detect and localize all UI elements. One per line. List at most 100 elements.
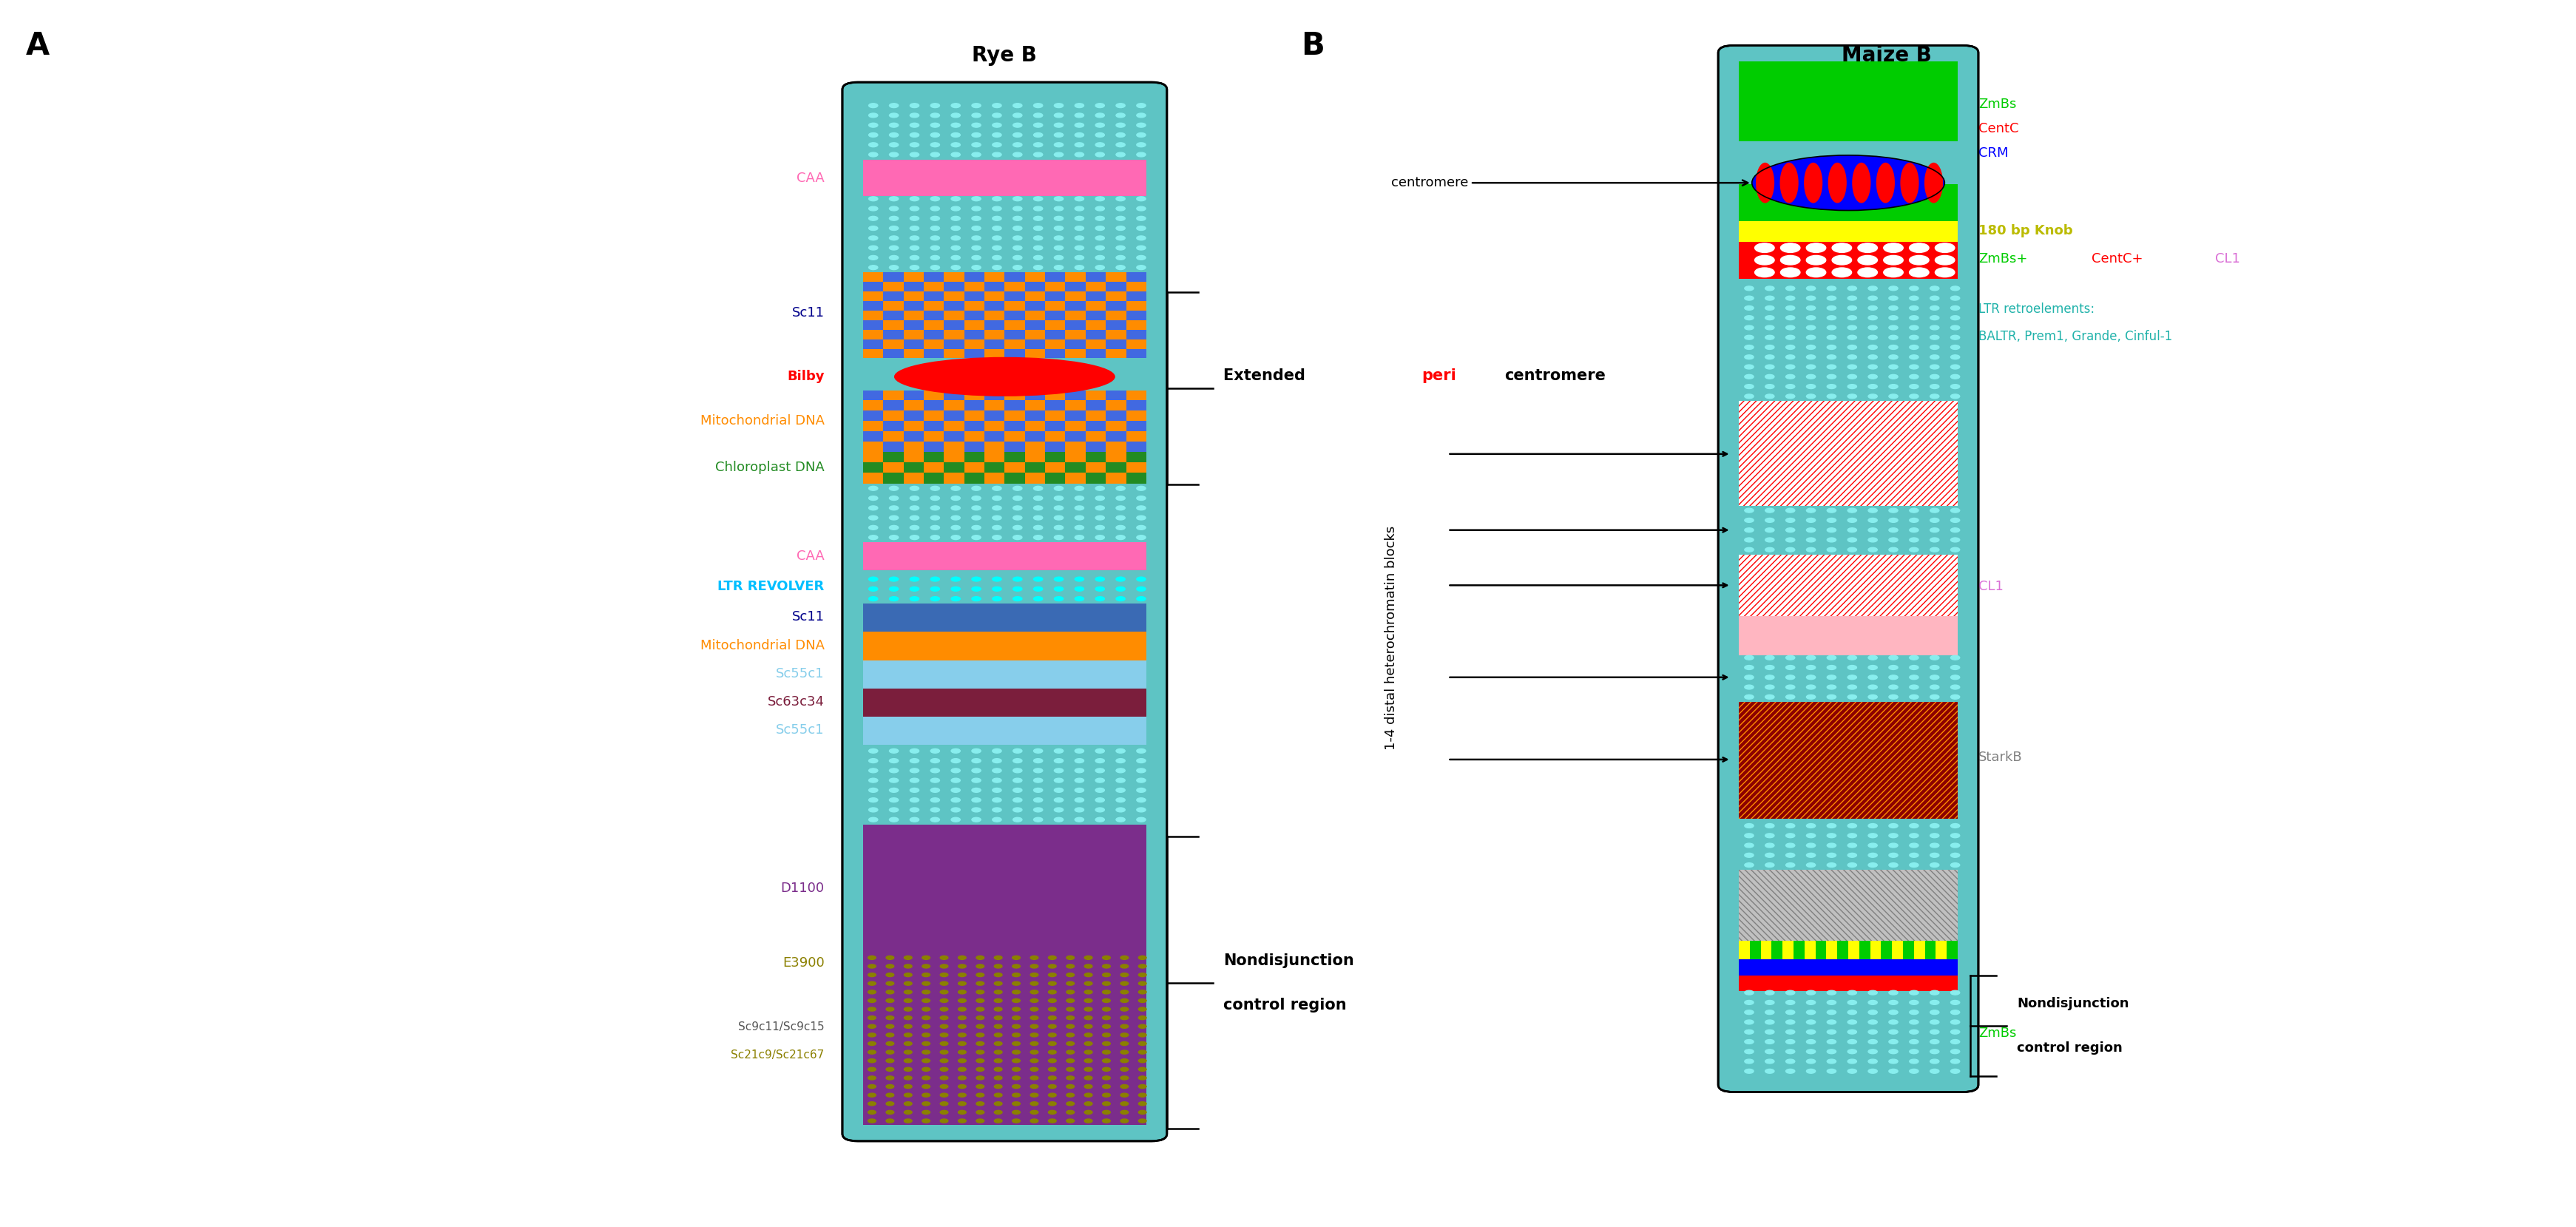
Bar bbox=[984, 390, 1005, 400]
Circle shape bbox=[1048, 1067, 1056, 1071]
Circle shape bbox=[994, 999, 1002, 1002]
Circle shape bbox=[930, 788, 940, 793]
Bar bbox=[904, 452, 925, 463]
Circle shape bbox=[1785, 685, 1795, 690]
Circle shape bbox=[1048, 1076, 1056, 1080]
Circle shape bbox=[904, 1059, 912, 1063]
Circle shape bbox=[1868, 853, 1878, 858]
Circle shape bbox=[1868, 1029, 1878, 1034]
Text: Chloroplast DNA: Chloroplast DNA bbox=[716, 461, 824, 474]
Circle shape bbox=[951, 496, 961, 501]
Circle shape bbox=[1806, 384, 1816, 389]
Circle shape bbox=[1785, 335, 1795, 340]
Circle shape bbox=[951, 778, 961, 783]
Bar bbox=[863, 745, 1146, 825]
Circle shape bbox=[1744, 364, 1754, 369]
Circle shape bbox=[1826, 296, 1837, 301]
Circle shape bbox=[1012, 152, 1023, 157]
Circle shape bbox=[1806, 394, 1816, 399]
Circle shape bbox=[909, 123, 920, 128]
Circle shape bbox=[1806, 345, 1816, 350]
Bar bbox=[863, 953, 1146, 1125]
Circle shape bbox=[1012, 964, 1020, 968]
Bar bbox=[904, 310, 925, 320]
Bar bbox=[925, 320, 943, 330]
Circle shape bbox=[992, 535, 1002, 540]
Circle shape bbox=[1765, 394, 1775, 399]
Bar bbox=[1739, 506, 1958, 555]
Text: LTR retroelements:: LTR retroelements: bbox=[1978, 303, 2094, 315]
Circle shape bbox=[976, 999, 984, 1002]
Circle shape bbox=[1012, 245, 1023, 250]
Ellipse shape bbox=[1901, 163, 1919, 204]
Bar bbox=[1025, 452, 1046, 463]
Circle shape bbox=[1806, 255, 1826, 265]
Circle shape bbox=[1806, 537, 1816, 542]
Circle shape bbox=[1012, 133, 1023, 137]
Circle shape bbox=[1066, 1067, 1074, 1071]
Circle shape bbox=[868, 525, 878, 530]
Circle shape bbox=[1115, 265, 1126, 270]
Circle shape bbox=[1765, 675, 1775, 680]
Circle shape bbox=[1888, 1029, 1899, 1034]
Circle shape bbox=[994, 982, 1002, 985]
Circle shape bbox=[976, 1093, 984, 1097]
Circle shape bbox=[1929, 833, 1940, 838]
Circle shape bbox=[1929, 1059, 1940, 1064]
Circle shape bbox=[1765, 508, 1775, 513]
Circle shape bbox=[909, 577, 920, 582]
Circle shape bbox=[1806, 528, 1816, 533]
Circle shape bbox=[868, 817, 878, 822]
Circle shape bbox=[1033, 788, 1043, 793]
Circle shape bbox=[1806, 1049, 1816, 1054]
Circle shape bbox=[1950, 528, 1960, 533]
Circle shape bbox=[1095, 525, 1105, 530]
Circle shape bbox=[1765, 325, 1775, 330]
Circle shape bbox=[1883, 243, 1904, 253]
Circle shape bbox=[1929, 537, 1940, 542]
Text: Extended: Extended bbox=[1224, 368, 1311, 384]
Circle shape bbox=[1847, 364, 1857, 369]
Text: Maize B: Maize B bbox=[1842, 45, 1932, 65]
Circle shape bbox=[1826, 345, 1837, 350]
Circle shape bbox=[909, 525, 920, 530]
Circle shape bbox=[1074, 236, 1084, 240]
Circle shape bbox=[909, 236, 920, 240]
Bar bbox=[1126, 339, 1146, 348]
Circle shape bbox=[992, 798, 1002, 802]
Circle shape bbox=[1136, 255, 1146, 260]
Circle shape bbox=[1115, 236, 1126, 240]
Circle shape bbox=[1744, 537, 1754, 542]
Circle shape bbox=[940, 1025, 948, 1028]
Circle shape bbox=[889, 496, 899, 501]
Circle shape bbox=[1744, 990, 1754, 995]
Circle shape bbox=[1048, 1059, 1056, 1063]
Circle shape bbox=[1074, 596, 1084, 601]
Circle shape bbox=[958, 1007, 966, 1011]
Circle shape bbox=[909, 196, 920, 201]
Circle shape bbox=[1765, 335, 1775, 340]
Circle shape bbox=[1806, 243, 1826, 253]
Circle shape bbox=[1012, 788, 1023, 793]
Circle shape bbox=[1826, 394, 1837, 399]
Circle shape bbox=[889, 798, 899, 802]
Circle shape bbox=[1012, 196, 1023, 201]
Bar bbox=[1739, 184, 1958, 221]
Circle shape bbox=[1785, 990, 1795, 995]
Circle shape bbox=[1744, 823, 1754, 828]
Circle shape bbox=[994, 1102, 1002, 1106]
Circle shape bbox=[886, 956, 894, 960]
Circle shape bbox=[889, 133, 899, 137]
Circle shape bbox=[930, 587, 940, 591]
Circle shape bbox=[1868, 833, 1878, 838]
Circle shape bbox=[958, 973, 966, 977]
Circle shape bbox=[909, 245, 920, 250]
Circle shape bbox=[909, 817, 920, 822]
Circle shape bbox=[1103, 1025, 1110, 1028]
Circle shape bbox=[971, 496, 981, 501]
Circle shape bbox=[1950, 843, 1960, 848]
Circle shape bbox=[1074, 123, 1084, 128]
Bar bbox=[1084, 272, 1105, 282]
Circle shape bbox=[886, 1102, 894, 1106]
Circle shape bbox=[922, 1093, 930, 1097]
